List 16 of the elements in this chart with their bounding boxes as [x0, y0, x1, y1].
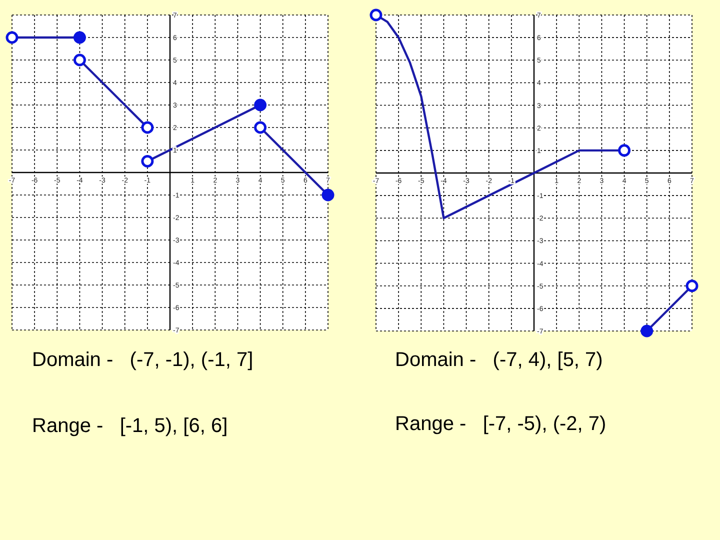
text: Range - [-7, -5), (-2, 7): [395, 413, 606, 435]
point: [322, 188, 334, 202]
point: [370, 8, 382, 22]
point: [686, 280, 698, 292]
point: [141, 155, 154, 168]
point: [73, 54, 86, 66]
point: [640, 324, 654, 338]
point: [254, 98, 267, 112]
text: Domain - (-7, 4), [5, 7): [395, 349, 603, 371]
point: [141, 121, 154, 134]
text: Range - [-1, 5), [6, 6]: [32, 415, 228, 437]
point: [6, 31, 18, 44]
point: [73, 31, 86, 44]
text: Domain - (-7, -1), (-1, 7]: [32, 349, 254, 371]
point: [254, 121, 267, 134]
point: [618, 144, 631, 157]
